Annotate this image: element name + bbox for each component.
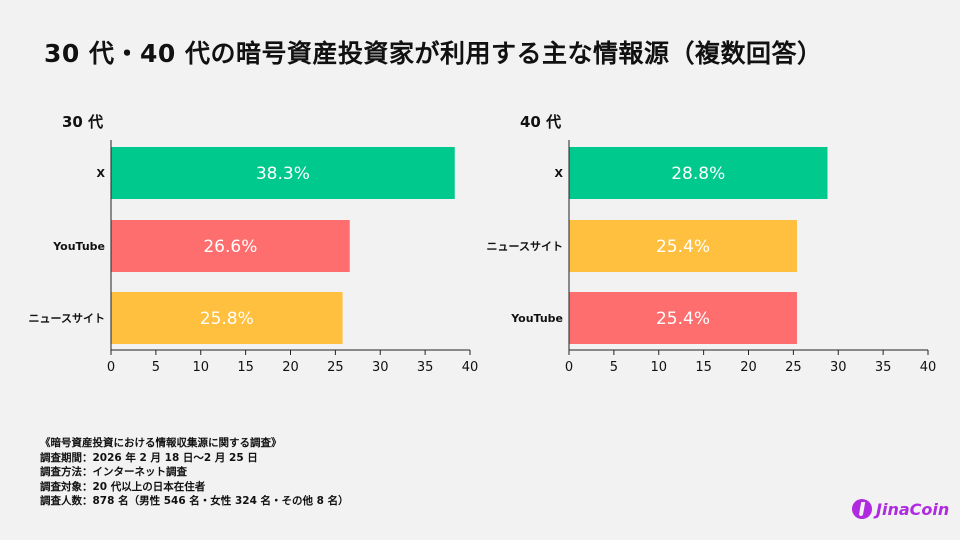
data-label: 28.8% <box>671 164 725 184</box>
data-label: 25.4% <box>656 237 710 257</box>
data-label: 38.3% <box>256 164 310 184</box>
page-title: 30 代・40 代の暗号資産投資家が利用する主な情報源（複数回答） <box>44 39 823 68</box>
x-tick-label: 10 <box>650 360 667 375</box>
x-tick-label: 0 <box>107 360 115 375</box>
x-tick-label: 25 <box>785 360 802 375</box>
category-label: ニュースサイト <box>29 312 105 325</box>
category-label: ニュースサイト <box>487 240 563 253</box>
x-tick-label: 15 <box>237 360 254 375</box>
bar-ニュースサイト <box>111 292 343 344</box>
x-tick-label: 40 <box>920 360 937 375</box>
note-line: 調査期間：2026 年 2 月 18 日〜2 月 25 日 <box>40 451 258 464</box>
x-tick-label: 25 <box>327 360 344 375</box>
survey-notes: 《暗号資産投資における情報収集源に関する調査》 調査期間：2026 年 2 月 … <box>40 436 349 509</box>
category-label: YouTube <box>510 312 563 325</box>
x-tick-label: 5 <box>152 360 160 375</box>
x-tick-label: 35 <box>875 360 892 375</box>
data-label: 26.6% <box>203 237 257 257</box>
data-label: 25.4% <box>656 309 710 329</box>
note-line: 《暗号資産投資における情報収集源に関する調査》 <box>40 437 282 449</box>
x-tick-label: 20 <box>282 360 299 375</box>
category-label: X <box>97 167 106 180</box>
x-tick-label: 10 <box>192 360 209 375</box>
x-tick-label: 35 <box>417 360 434 375</box>
bar-YouTube <box>111 220 350 272</box>
jinacoin-logo: JinaCoin <box>852 499 949 519</box>
data-label: 25.8% <box>200 309 254 329</box>
bar-ニュースサイト <box>569 220 797 272</box>
chart-title-30s: 30 代 <box>62 113 104 131</box>
chart-title-40s: 40 代 <box>520 113 562 131</box>
bar-X <box>569 147 828 199</box>
x-tick-label: 30 <box>372 360 389 375</box>
x-tick-label: 5 <box>610 360 618 375</box>
logo-text: JinaCoin <box>876 499 950 519</box>
x-tick-label: 40 <box>462 360 479 375</box>
logo-icon <box>852 499 872 519</box>
x-tick-label: 15 <box>695 360 712 375</box>
bar-YouTube <box>569 292 797 344</box>
category-label: X <box>555 167 564 180</box>
x-tick-label: 0 <box>565 360 573 375</box>
category-label: YouTube <box>52 240 105 253</box>
note-line: 調査対象：20 代以上の日本在住者 <box>40 480 206 493</box>
bar-X <box>111 147 455 199</box>
x-tick-label: 20 <box>740 360 757 375</box>
note-line: 調査方法：インターネット調査 <box>40 466 187 478</box>
x-tick-label: 30 <box>830 360 847 375</box>
note-line: 調査人数：878 名（男性 546 名・女性 324 名・その他 8 名） <box>40 495 349 507</box>
